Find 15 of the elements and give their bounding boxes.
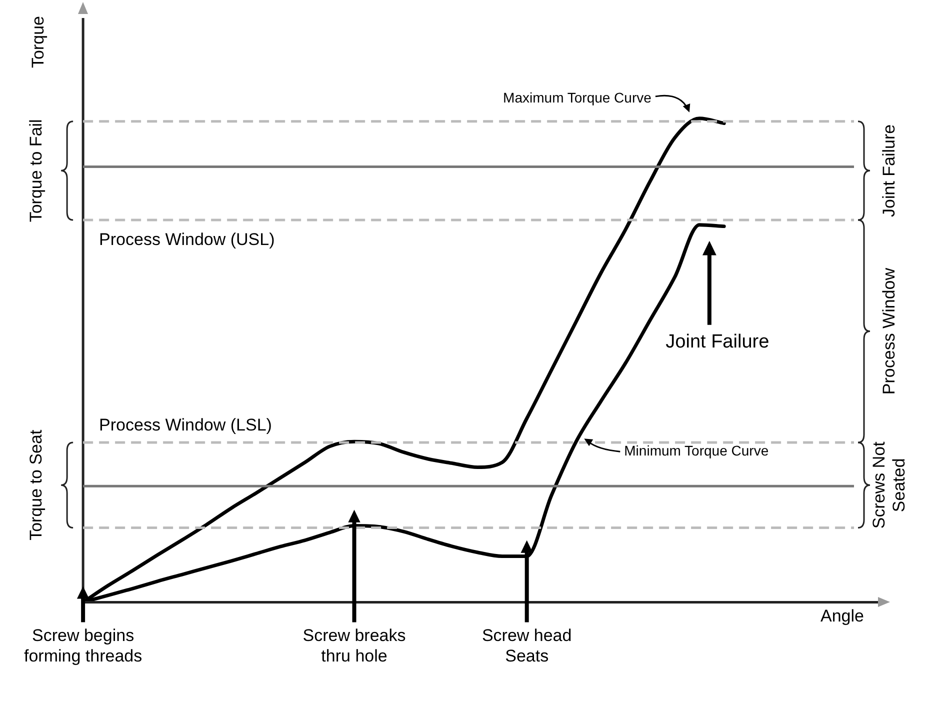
y-axis-title: Torque: [28, 16, 48, 68]
ref-line-label: Process Window (LSL): [99, 416, 272, 435]
x-tick-label: Screw head Seats: [482, 626, 572, 666]
x-axis-title: Angle: [820, 606, 864, 626]
ref-line-label: Process Window (USL): [99, 230, 275, 250]
text: Maximum Torque Curve: [503, 89, 652, 106]
x-tick-label: Screw begins forming threads: [24, 626, 142, 666]
annotation: Minimum Torque Curve: [624, 442, 769, 458]
annotation: Joint Failure: [666, 332, 770, 353]
text: Process Window: [880, 267, 899, 395]
text: Torque to Seat: [26, 430, 46, 540]
annotation: Screws Not Seated: [870, 441, 909, 529]
text: Torque to Fail: [26, 119, 46, 222]
x-tick-label: Screw breaks thru hole: [302, 626, 406, 666]
text: Joint Failure: [880, 124, 899, 217]
